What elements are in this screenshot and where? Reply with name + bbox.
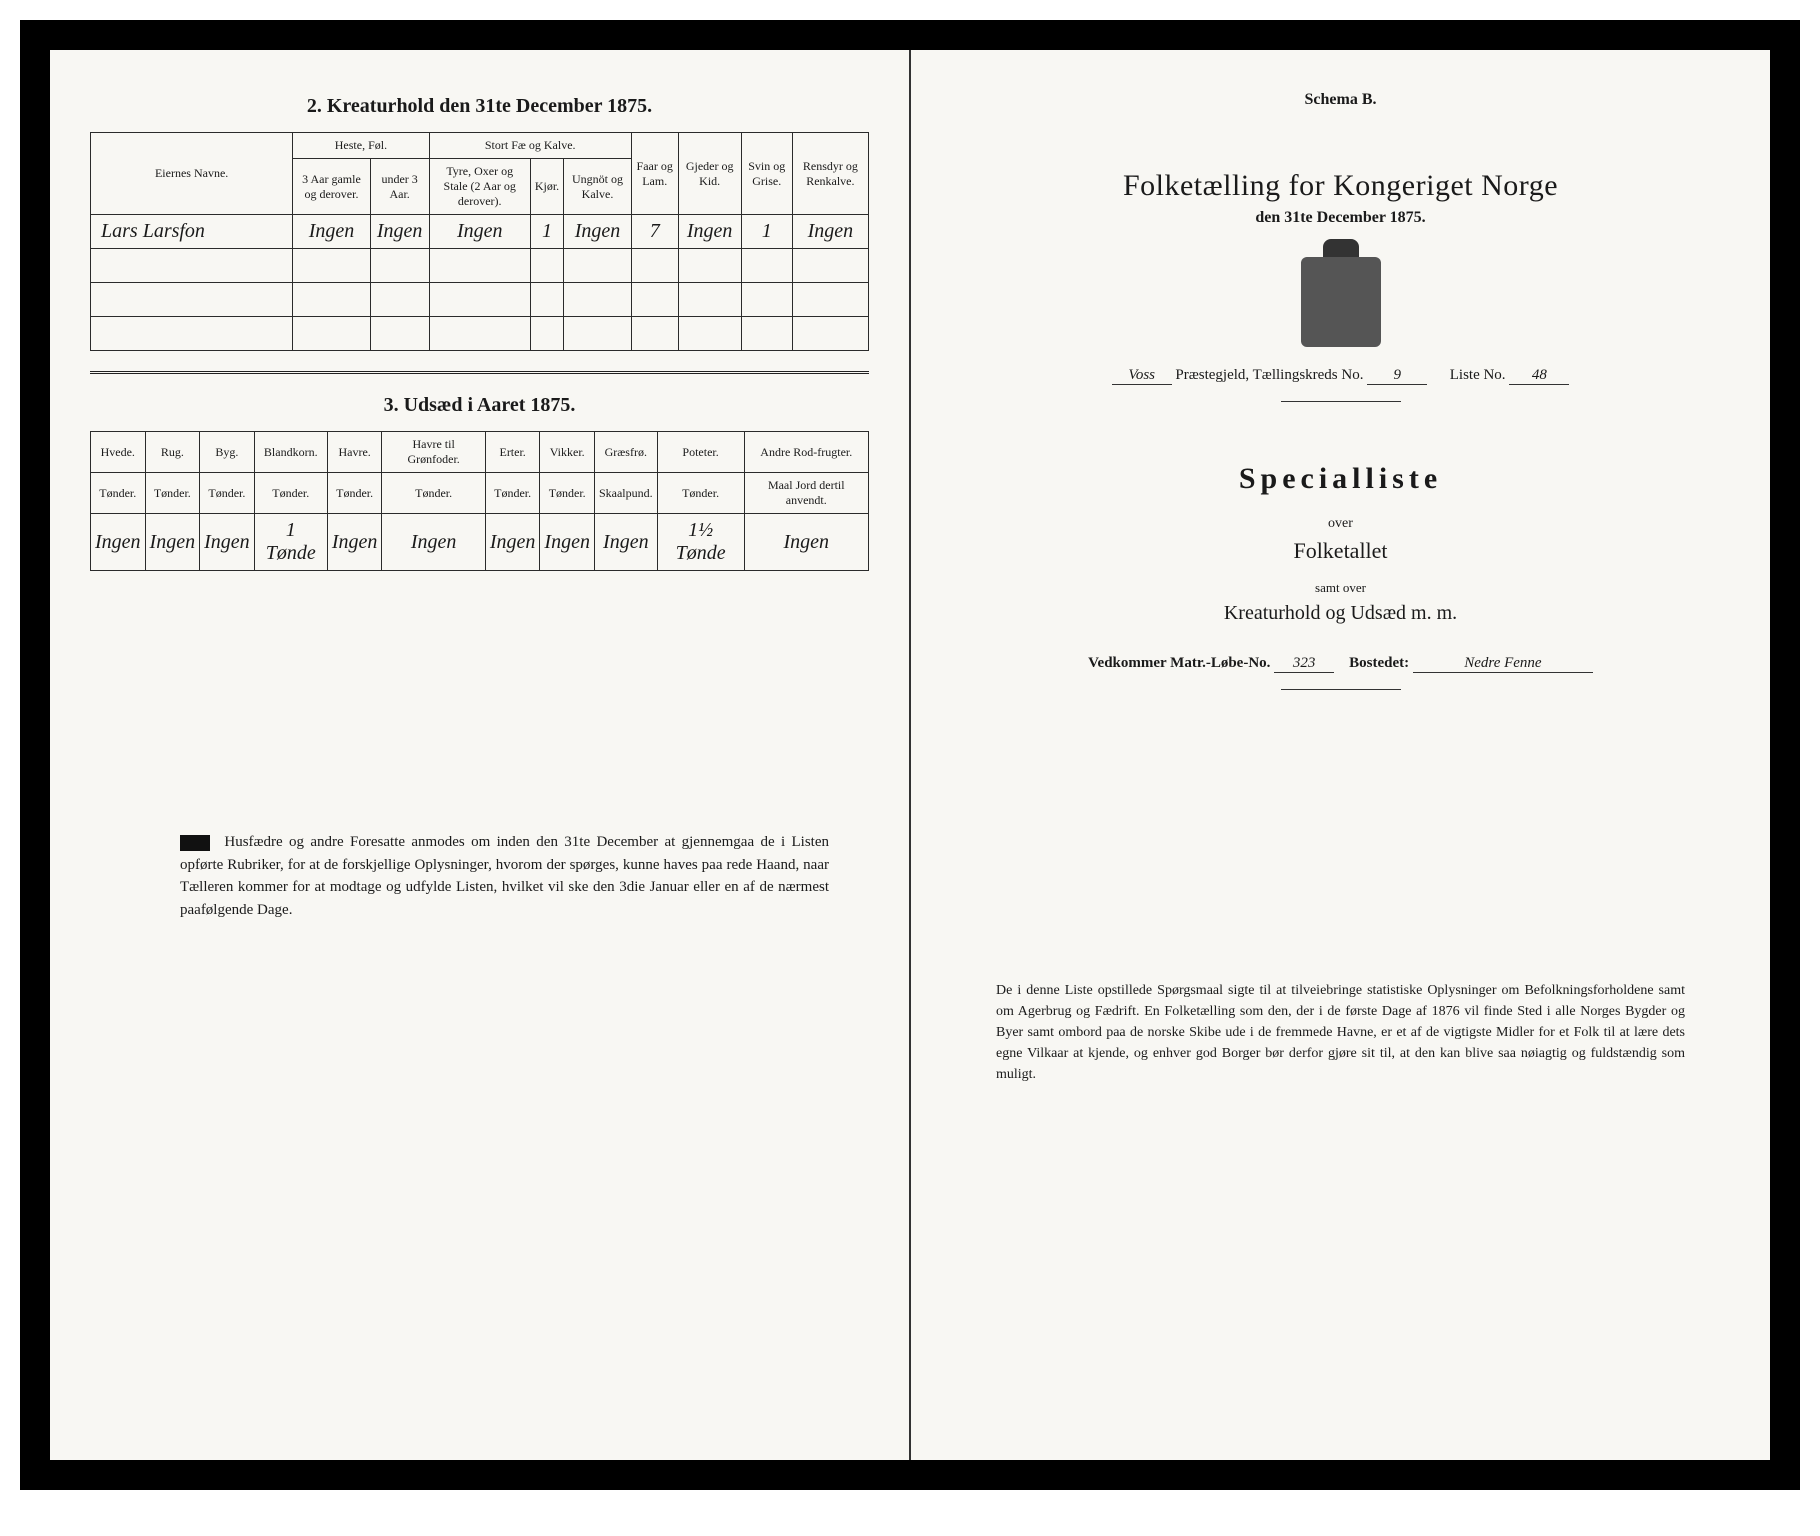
- coat-of-arms-icon: [1301, 257, 1381, 347]
- col-kjor: Kjør.: [530, 159, 563, 215]
- cell: Ingen: [485, 514, 540, 571]
- unit: Tønder.: [91, 473, 146, 514]
- unit: Tønder.: [200, 473, 255, 514]
- unit: Tønder.: [657, 473, 744, 514]
- col: Erter.: [485, 432, 540, 473]
- udsaed-row: Ingen Ingen Ingen 1 Tønde Ingen Ingen In…: [91, 514, 869, 571]
- matr-line: Vedkommer Matr.-Løbe-No. 323 Bostedet: N…: [951, 655, 1730, 673]
- cell: Ingen: [145, 514, 200, 571]
- unit: Tønder.: [540, 473, 595, 514]
- col-heste-under3: under 3 Aar.: [370, 159, 429, 215]
- cell: 1: [530, 215, 563, 249]
- main-title: Folketælling for Kongeriget Norge: [951, 169, 1730, 203]
- divider: [1281, 689, 1401, 690]
- col-svin: Svin og Grise.: [741, 133, 792, 215]
- cell: Ingen: [792, 215, 868, 249]
- unit: Tønder.: [485, 473, 540, 514]
- bosted-value: Nedre Fenne: [1413, 655, 1593, 673]
- liste-no: 48: [1509, 367, 1569, 385]
- left-footnote: Husfædre og andre Foresatte anmodes om i…: [180, 831, 829, 921]
- footnote-text: Husfædre og andre Foresatte anmodes om i…: [180, 834, 829, 918]
- cell: 1 Tønde: [254, 514, 327, 571]
- over-label: over: [951, 516, 1730, 532]
- col: Vikker.: [540, 432, 595, 473]
- unit: Tønder.: [254, 473, 327, 514]
- schema-label: Schema B.: [951, 91, 1730, 109]
- col: Byg.: [200, 432, 255, 473]
- parish-label: Præstegjeld, Tællingskreds No.: [1175, 367, 1363, 383]
- parish-line: Voss Præstegjeld, Tællingskreds No. 9 Li…: [951, 367, 1730, 385]
- col-stort-fae: Stort Fæ og Kalve.: [429, 133, 631, 159]
- divider: [1281, 401, 1401, 402]
- col-faar: Faar og Lam.: [631, 133, 678, 215]
- right-page: Schema B. Folketælling for Kongeriget No…: [911, 50, 1770, 1460]
- col-gjeder: Gjeder og Kid.: [678, 133, 741, 215]
- unit: Tønder.: [145, 473, 200, 514]
- cell: Ingen: [540, 514, 595, 571]
- liste-label: Liste No.: [1450, 367, 1506, 383]
- col-tyre: Tyre, Oxer og Stale (2 Aar og derover).: [429, 159, 530, 215]
- left-page: 2. Kreaturhold den 31te December 1875. E…: [50, 50, 911, 1460]
- udsaed-table: Hvede. Rug. Byg. Blandkorn. Havre. Havre…: [90, 431, 869, 571]
- col: Havre.: [327, 432, 382, 473]
- cell: Ingen: [429, 215, 530, 249]
- owner-name: Lars Larsfon: [91, 215, 293, 249]
- cell: 1: [741, 215, 792, 249]
- cell: Ingen: [91, 514, 146, 571]
- col: Rug.: [145, 432, 200, 473]
- scanned-spread: 2. Kreaturhold den 31te December 1875. E…: [20, 20, 1800, 1490]
- kreatur-label: Kreaturhold og Udsæd m. m.: [951, 602, 1730, 625]
- cell: Ingen: [382, 514, 485, 571]
- unit: Tønder.: [382, 473, 485, 514]
- udsaed-title: 3. Udsæd i Aaret 1875.: [90, 394, 869, 417]
- cell: 1½ Tønde: [657, 514, 744, 571]
- col-heste: Heste, Føl.: [293, 133, 429, 159]
- cell: Ingen: [200, 514, 255, 571]
- cell: Ingen: [564, 215, 632, 249]
- cell: Ingen: [293, 215, 370, 249]
- cell: Ingen: [327, 514, 382, 571]
- cell: Ingen: [594, 514, 657, 571]
- cell: Ingen: [370, 215, 429, 249]
- cell: Ingen: [744, 514, 868, 571]
- cell: Ingen: [678, 215, 741, 249]
- col: Hvede.: [91, 432, 146, 473]
- col-ungnøt: Ungnöt og Kalve.: [564, 159, 632, 215]
- specialliste-heading: Specialliste: [951, 462, 1730, 496]
- unit: Skaalpund.: [594, 473, 657, 514]
- unit: Tønder.: [327, 473, 382, 514]
- parish-name: Voss: [1112, 367, 1172, 385]
- col: Poteter.: [657, 432, 744, 473]
- kreaturhold-title: 2. Kreaturhold den 31te December 1875.: [90, 95, 869, 118]
- matr-no: 323: [1274, 655, 1334, 673]
- col: Andre Rod-frugter.: [744, 432, 868, 473]
- col: Blandkorn.: [254, 432, 327, 473]
- kreds-no: 9: [1367, 367, 1427, 385]
- bosted-label: Bostedet:: [1349, 655, 1409, 671]
- kreaturhold-row: Lars Larsfon Ingen Ingen Ingen 1 Ingen 7…: [91, 215, 869, 249]
- folketallet-label: Folketallet: [951, 538, 1730, 564]
- cell: 7: [631, 215, 678, 249]
- kreaturhold-table: Eiernes Navne. Heste, Føl. Stort Fæ og K…: [90, 132, 869, 351]
- col: Græsfrø.: [594, 432, 657, 473]
- pointing-hand-icon: [180, 835, 210, 851]
- col-heste-3aar: 3 Aar gamle og derover.: [293, 159, 370, 215]
- sub-date: den 31te December 1875.: [951, 209, 1730, 227]
- samt-label: samt over: [951, 580, 1730, 596]
- divider: [90, 371, 869, 374]
- col: Havre til Grønfoder.: [382, 432, 485, 473]
- unit: Maal Jord dertil anvendt.: [744, 473, 868, 514]
- col-eierens-navne: Eiernes Navne.: [91, 133, 293, 215]
- right-footnote: De i denne Liste opstillede Spørgsmaal s…: [996, 980, 1685, 1085]
- matr-label: Vedkommer Matr.-Løbe-No.: [1088, 655, 1270, 671]
- col-rensdyr: Rensdyr og Renkalve.: [792, 133, 868, 215]
